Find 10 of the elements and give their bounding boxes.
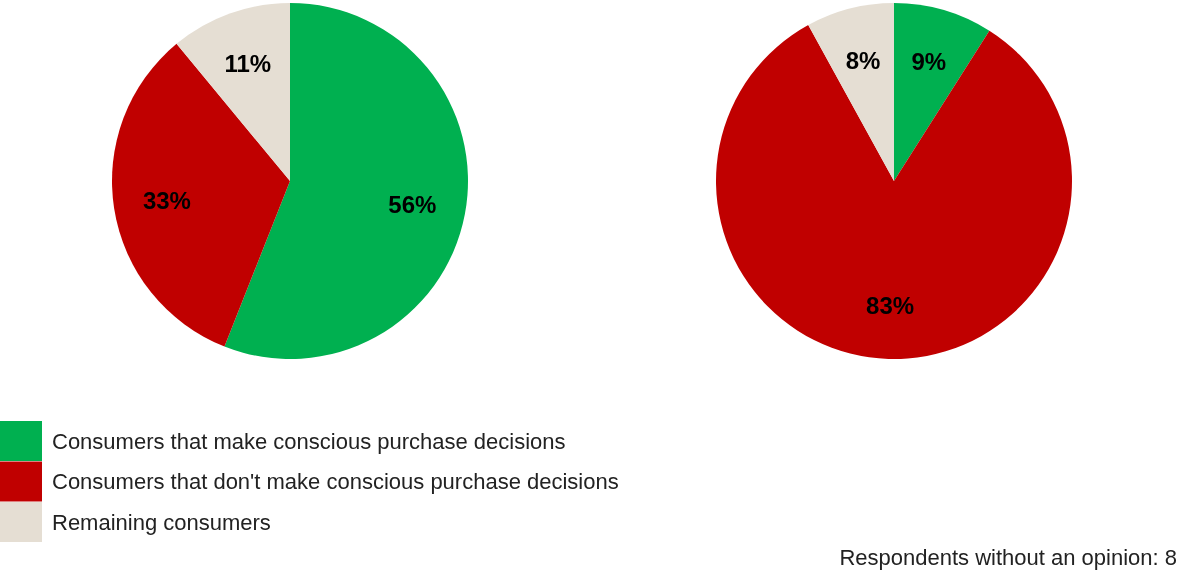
- data-label: 9%: [911, 47, 947, 75]
- data-label: 11%: [224, 50, 272, 78]
- data-label: 8%: [845, 46, 881, 74]
- text: Respondents without an opinion: 8: [839, 544, 1177, 570]
- legend-label: Consumers that don't make conscious purchase decisions: [52, 469, 619, 494]
- data-label: 56%: [388, 190, 437, 218]
- legend-label: Remaining consumers: [52, 509, 271, 535]
- data-label: 33%: [142, 186, 191, 214]
- legend-label: Consumers that make conscious purchase decisions: [52, 428, 566, 454]
- data-label: 83%: [866, 292, 915, 320]
